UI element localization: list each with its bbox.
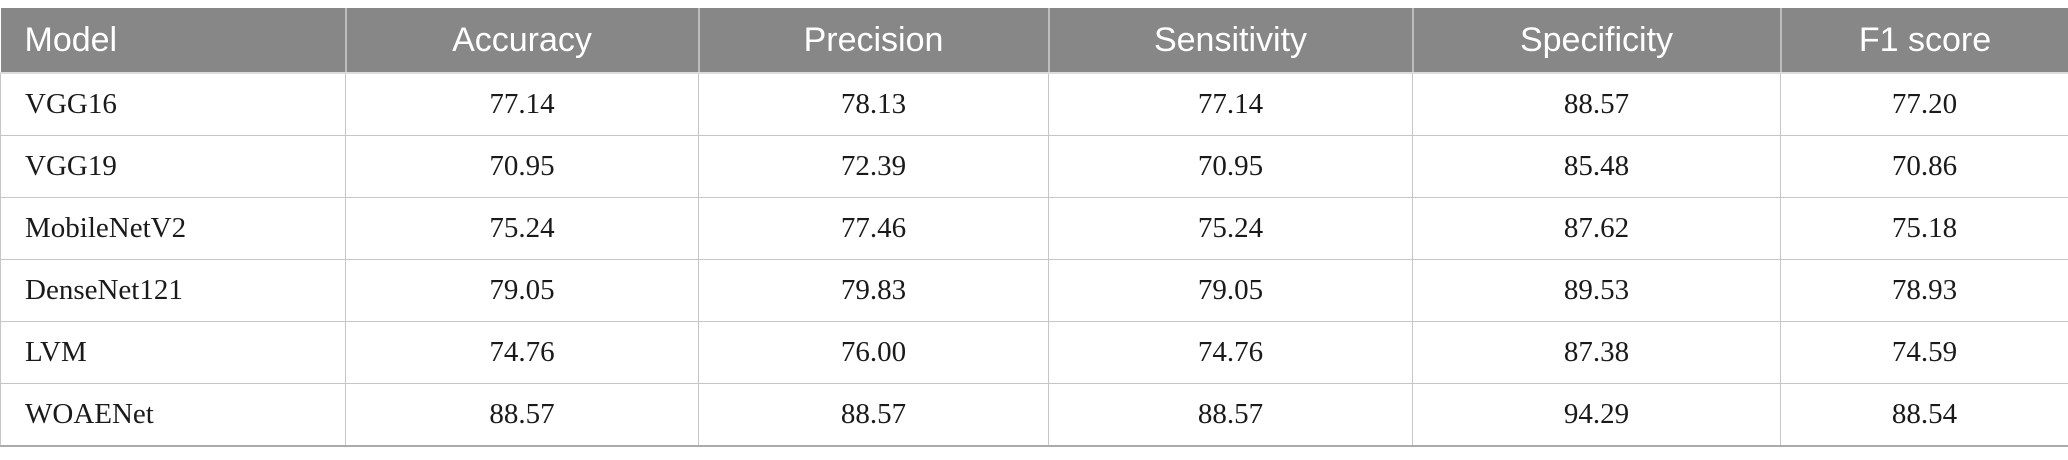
table-header-row: Model Accuracy Precision Sensitivity Spe… (0, 8, 2068, 74)
column-header-model: Model (0, 8, 346, 74)
metric-value-cell: 88.57 (1048, 383, 1413, 447)
metric-value-cell: 87.62 (1412, 197, 1781, 260)
metric-value-cell: 87.38 (1412, 321, 1781, 384)
results-table: Model Accuracy Precision Sensitivity Spe… (0, 8, 2068, 447)
column-header-sensitivity: Sensitivity (1047, 8, 1413, 74)
model-name-cell: LVM (0, 321, 346, 384)
metric-value-cell: 79.83 (698, 259, 1049, 322)
metric-value-cell: 75.24 (1048, 197, 1413, 260)
results-table-container: Model Accuracy Precision Sensitivity Spe… (0, 8, 2068, 447)
table-row: LVM 74.76 76.00 74.76 87.38 74.59 (0, 321, 2068, 384)
metric-value-cell: 76.00 (698, 321, 1049, 384)
metric-value-cell: 88.57 (698, 383, 1049, 447)
table-row: VGG19 70.95 72.39 70.95 85.48 70.86 (0, 135, 2068, 198)
metric-value-cell: 70.95 (1048, 135, 1413, 198)
metric-value-cell: 72.39 (698, 135, 1049, 198)
table-row: VGG16 77.14 78.13 77.14 88.57 77.20 (0, 73, 2068, 136)
table-row: MobileNetV2 75.24 77.46 75.24 87.62 75.1… (0, 197, 2068, 260)
column-header-accuracy: Accuracy (344, 8, 699, 74)
metric-value-cell: 74.59 (1780, 321, 2068, 384)
metric-value-cell: 70.95 (345, 135, 699, 198)
metric-value-cell: 79.05 (345, 259, 699, 322)
metric-value-cell: 88.57 (1412, 73, 1781, 136)
metric-value-cell: 77.20 (1780, 73, 2068, 136)
table-body: VGG16 77.14 78.13 77.14 88.57 77.20 VGG1… (0, 73, 2068, 447)
metric-value-cell: 75.18 (1780, 197, 2068, 260)
metric-value-cell: 74.76 (345, 321, 699, 384)
metric-value-cell: 77.46 (698, 197, 1049, 260)
model-name-cell: DenseNet121 (0, 259, 346, 322)
metric-value-cell: 75.24 (345, 197, 699, 260)
column-header-f1-score: F1 score (1779, 8, 2068, 74)
metric-value-cell: 94.29 (1412, 383, 1781, 447)
metric-value-cell: 88.57 (345, 383, 699, 447)
metric-value-cell: 77.14 (345, 73, 699, 136)
model-name-cell: MobileNetV2 (0, 197, 346, 260)
metric-value-cell: 89.53 (1412, 259, 1781, 322)
table-row: DenseNet121 79.05 79.83 79.05 89.53 78.9… (0, 259, 2068, 322)
column-header-specificity: Specificity (1411, 8, 1781, 74)
table-row: WOAENet 88.57 88.57 88.57 94.29 88.54 (0, 383, 2068, 447)
metric-value-cell: 88.54 (1780, 383, 2068, 447)
metric-value-cell: 78.13 (698, 73, 1049, 136)
table-header: Model Accuracy Precision Sensitivity Spe… (0, 8, 2068, 74)
model-name-cell: VGG19 (0, 135, 346, 198)
metric-value-cell: 77.14 (1048, 73, 1413, 136)
column-header-precision: Precision (697, 8, 1049, 74)
metric-value-cell: 70.86 (1780, 135, 2068, 198)
model-name-cell: WOAENet (0, 383, 346, 447)
metric-value-cell: 85.48 (1412, 135, 1781, 198)
metric-value-cell: 79.05 (1048, 259, 1413, 322)
metric-value-cell: 78.93 (1780, 259, 2068, 322)
metric-value-cell: 74.76 (1048, 321, 1413, 384)
model-name-cell: VGG16 (0, 73, 346, 136)
